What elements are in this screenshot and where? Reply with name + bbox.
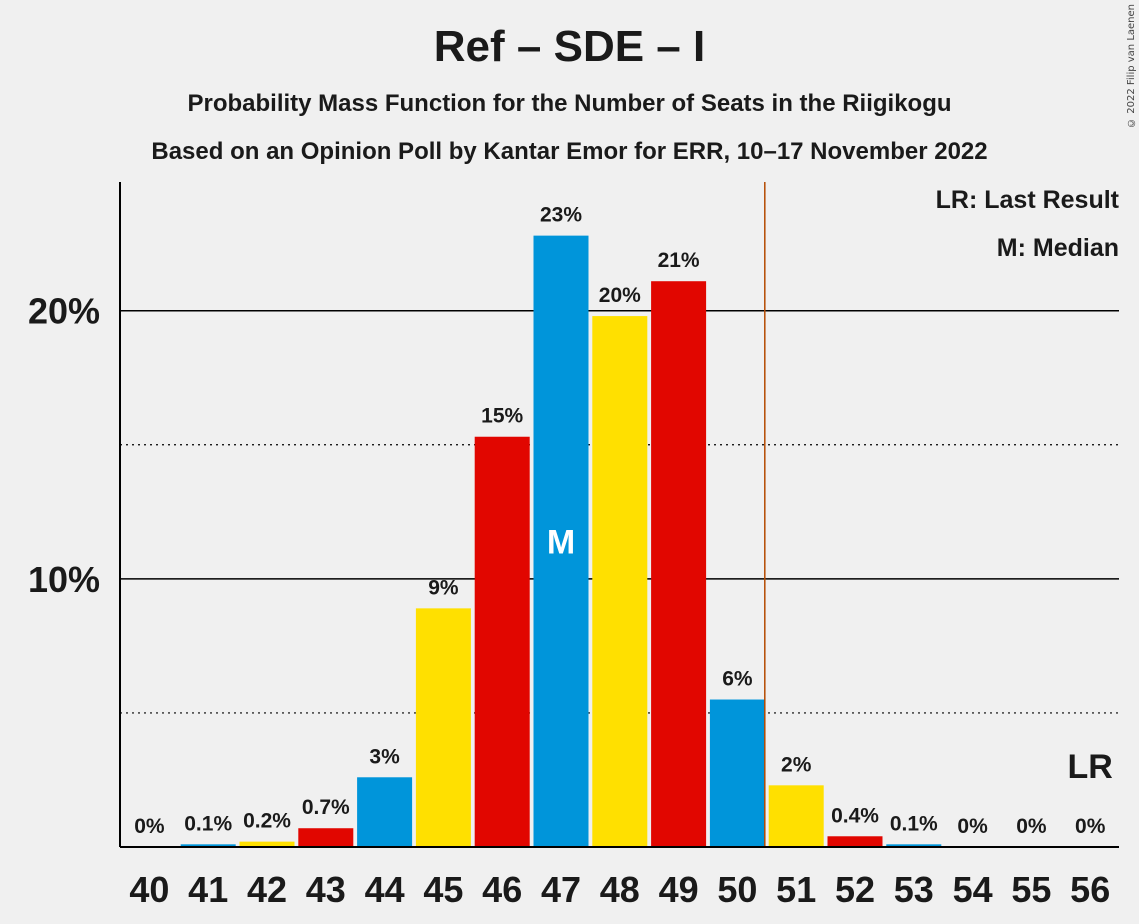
x-tick-label: 41 <box>188 869 228 910</box>
bar <box>592 316 648 847</box>
data-label: 0.2% <box>243 810 291 833</box>
x-tick-label: 50 <box>717 869 757 910</box>
x-tick-label: 46 <box>482 869 522 910</box>
x-tick-label: 43 <box>306 869 346 910</box>
data-label: 6% <box>722 668 753 691</box>
data-label: 3% <box>369 745 400 768</box>
x-tick-label: 45 <box>423 869 463 910</box>
x-tick-label: 49 <box>659 869 699 910</box>
data-label: 0% <box>1075 815 1106 838</box>
data-label: 15% <box>481 405 523 428</box>
y-tick-label: 10% <box>28 559 100 600</box>
bar <box>533 235 589 847</box>
x-tick-label: 47 <box>541 869 581 910</box>
last-result-marker: LR <box>1068 748 1113 786</box>
data-label: 0% <box>1016 815 1047 838</box>
data-label: 2% <box>781 753 812 776</box>
x-tick-label: 51 <box>776 869 816 910</box>
bar <box>415 608 471 847</box>
x-tick-label: 48 <box>600 869 640 910</box>
data-label: 20% <box>599 284 641 307</box>
x-tick-label: 55 <box>1011 869 1051 910</box>
bar <box>474 436 530 847</box>
x-tick-label: 52 <box>835 869 875 910</box>
x-tick-label: 44 <box>365 869 405 910</box>
data-label: 0.7% <box>302 796 350 819</box>
data-label: 0% <box>134 815 165 838</box>
bar <box>239 841 295 847</box>
data-label: 23% <box>540 204 582 227</box>
bar <box>298 828 354 847</box>
chart-title: Ref – SDE – I <box>433 22 706 71</box>
bar <box>709 699 765 847</box>
median-marker: M <box>547 523 575 561</box>
x-tick-label: 53 <box>894 869 934 910</box>
bar <box>651 281 707 847</box>
legend-median: M: Median <box>996 234 1119 262</box>
bar <box>886 844 942 847</box>
bar <box>827 836 883 847</box>
data-label: 0% <box>957 815 988 838</box>
bar <box>180 844 236 847</box>
x-tick-label: 54 <box>953 869 993 910</box>
data-label: 21% <box>658 249 700 272</box>
y-tick-label: 20% <box>28 291 100 332</box>
data-label: 0.1% <box>184 812 232 835</box>
bar <box>357 777 413 847</box>
data-label: 0.4% <box>831 804 879 827</box>
data-label: 0.1% <box>890 812 938 835</box>
x-tick-label: 40 <box>129 869 169 910</box>
bar <box>768 785 824 847</box>
chart-subtitle: Probability Mass Function for the Number… <box>187 90 952 117</box>
chart-subtitle-poll: Based on an Opinion Poll by Kantar Emor … <box>151 138 988 165</box>
x-tick-label: 56 <box>1070 869 1110 910</box>
x-tick-label: 42 <box>247 869 287 910</box>
legend-last-result: LR: Last Result <box>935 186 1119 214</box>
data-label: 9% <box>428 576 459 599</box>
